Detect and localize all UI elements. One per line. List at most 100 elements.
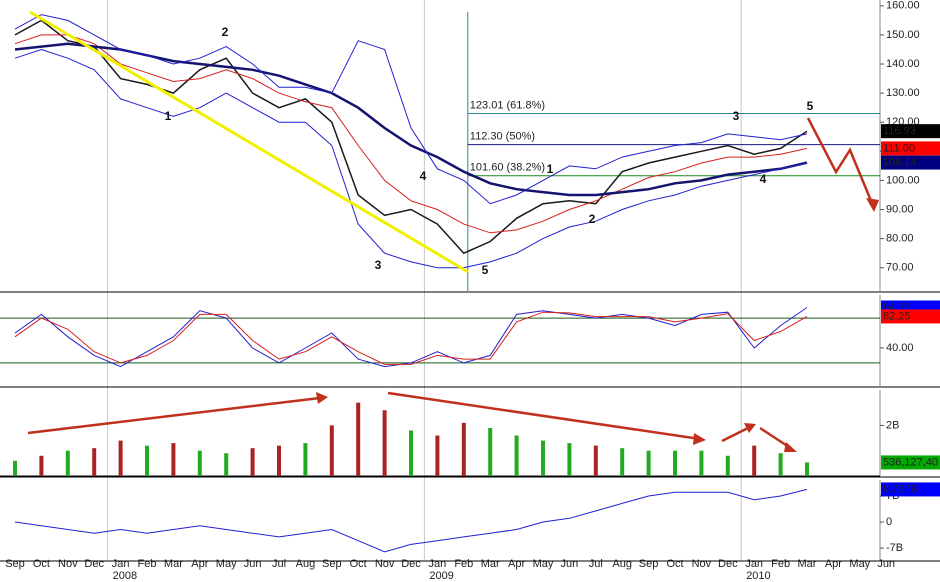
fib-label: 101.60 (38.2%): [470, 162, 545, 174]
plot: 116.93111.00106.1494.2682.25536,127,408.…: [13, 14, 940, 553]
series-line: [14, 307, 808, 368]
x-tick-label: Feb: [454, 558, 473, 570]
volume-bar: [171, 443, 176, 476]
y-tick-label: 70.00: [886, 262, 914, 274]
wave-label: 5: [807, 99, 814, 113]
series-line: [14, 34, 808, 234]
value-box-label: 106.14: [883, 156, 917, 168]
volume-bar: [145, 445, 149, 476]
value-box: [881, 309, 940, 324]
x-tick-label: Aug: [296, 558, 316, 570]
volume-bar: [303, 443, 308, 476]
wave-label: 1: [165, 109, 172, 123]
projection-arrow: [806, 117, 876, 209]
wave-label: 2: [589, 212, 596, 226]
x-tick-label: Oct: [350, 558, 367, 570]
volume-bar: [356, 402, 361, 476]
value-box: [881, 124, 940, 139]
wave-label: 1: [547, 162, 554, 176]
volume-bar: [778, 453, 783, 476]
volume-bar: [461, 422, 466, 476]
x-tick-label: Feb: [138, 558, 157, 570]
wave-label: 3: [375, 258, 382, 272]
wave-label: 2: [222, 25, 229, 39]
volume-bar: [329, 425, 334, 476]
y-tick-label: 90.00: [886, 203, 914, 215]
value-box: [881, 155, 940, 170]
volume-bar: [65, 450, 70, 476]
volume-bar: [514, 435, 519, 476]
x-tick-label: Mar: [798, 558, 817, 570]
y-tick-label: 100.00: [886, 174, 920, 186]
x-tick-label: Jul: [272, 558, 286, 570]
x-tick-label: Jan: [429, 558, 447, 570]
value-box-label: 111.00: [883, 142, 915, 154]
volume-bar: [92, 448, 97, 476]
value-box-label: 116.93: [883, 125, 916, 137]
x-tick-label: Sep: [322, 558, 342, 570]
x-tick-label: Sep: [639, 558, 659, 570]
x-tick-label: May: [216, 558, 237, 570]
y-tick-label: 0: [886, 516, 892, 528]
fib-label: 123.01 (61.8%): [470, 99, 545, 111]
value-box-label: 82.25: [883, 310, 911, 322]
trend-line: [29, 10, 469, 274]
year-label: 2009: [429, 570, 453, 582]
volume-bar: [435, 435, 440, 476]
wave-label: 3: [733, 109, 740, 123]
volume-bar: [13, 460, 17, 476]
volume-bar: [752, 445, 757, 476]
x-tick-label: May: [533, 558, 554, 570]
volume-bar: [646, 450, 651, 476]
x-tick-label: Apr: [508, 558, 525, 570]
volume-bar: [250, 448, 255, 476]
y-tick-label: 140.00: [886, 58, 920, 70]
volume-bar: [567, 443, 572, 476]
x-tick-label: May: [849, 558, 870, 570]
volume-bar: [699, 450, 704, 476]
x-tick-label: Oct: [33, 558, 50, 570]
x-tick-label: Jun: [561, 558, 579, 570]
y-tick-label: 130.00: [886, 87, 920, 99]
y-tick-label: 160.00: [886, 0, 920, 12]
year-label: 2008: [113, 570, 137, 582]
x-tick-label: Dec: [401, 558, 421, 570]
x-tick-label: Sep: [5, 558, 25, 570]
x-tick-label: Nov: [375, 558, 395, 570]
x-tick-label: Apr: [191, 558, 208, 570]
volume-bar: [277, 445, 281, 476]
volume-bar: [541, 440, 545, 476]
series-line: [14, 488, 808, 553]
arrow-head: [866, 198, 879, 212]
y-tick-label: -7B: [886, 542, 903, 554]
x-tick-label: Jan: [112, 558, 130, 570]
x-tick-label: Apr: [825, 558, 842, 570]
y-tick-label: 80.00: [886, 233, 914, 245]
volume-bar: [805, 462, 809, 476]
value-box-label: 8.767B: [883, 483, 918, 495]
x-tick-label: Jul: [589, 558, 603, 570]
volume-bar: [673, 450, 677, 476]
y-tick-label: 40.00: [886, 342, 914, 354]
x-tick-label: Oct: [666, 558, 683, 570]
volume-bar: [409, 430, 413, 476]
value-box: [881, 455, 940, 470]
volume-bar: [224, 453, 229, 476]
volume-bar: [39, 455, 44, 476]
x-tick-label: Dec: [718, 558, 738, 570]
volume-bar: [488, 427, 493, 476]
volume-bar: [620, 448, 625, 476]
x-tick-label: Jan: [745, 558, 763, 570]
series-line: [14, 48, 808, 269]
series-line: [14, 311, 808, 365]
volume-bar: [725, 455, 730, 476]
value-box: [881, 482, 940, 497]
y-tick-label: 2B: [886, 419, 899, 431]
value-box: [881, 141, 940, 156]
x-tick-label: Dec: [84, 558, 104, 570]
x-tick-label: Nov: [692, 558, 712, 570]
x-tick-label: Feb: [771, 558, 790, 570]
wave-label: 4: [760, 172, 767, 186]
